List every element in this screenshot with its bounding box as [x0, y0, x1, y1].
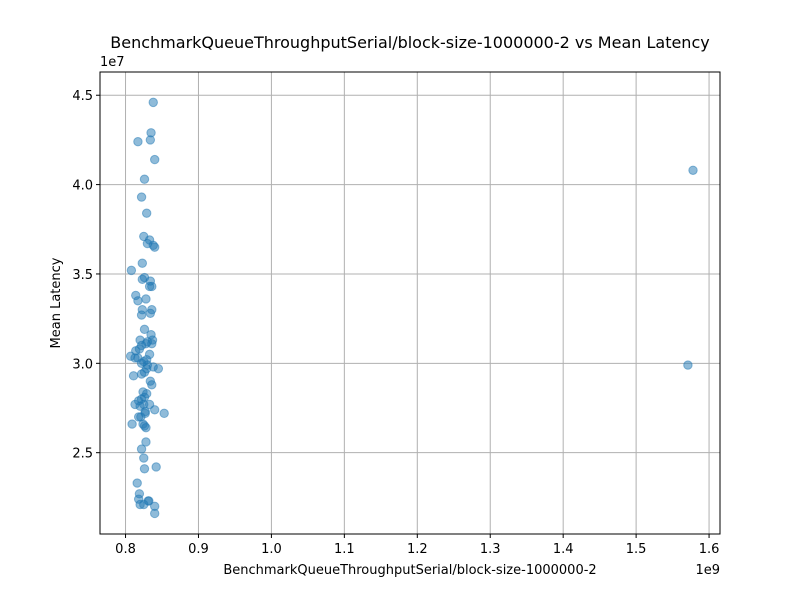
y-tick-label: 3.5 [72, 268, 93, 283]
data-point [141, 208, 152, 218]
y-axis-label: Mean Latency [49, 257, 64, 348]
data-point [148, 97, 158, 108]
data-point [153, 363, 164, 374]
data-point [136, 192, 147, 202]
x-tick-label: 1.1 [334, 542, 355, 557]
data-point [132, 478, 142, 488]
x-tick-label: 0.9 [188, 542, 209, 557]
x-tick-label: 1.3 [480, 542, 501, 557]
x-axis-ticks: 0.8 0.9 1.0 1.1 1.2 1.3 1.4 1.5 1.6 [115, 534, 719, 557]
x-tick-label: 1.5 [626, 542, 647, 557]
chart-title: BenchmarkQueueThroughputSerial/block-siz… [110, 33, 709, 52]
data-point [139, 174, 150, 184]
x-tick-label: 1.2 [407, 542, 428, 557]
data-point [141, 437, 151, 447]
data-point [133, 412, 144, 422]
data-point [139, 499, 149, 510]
data-point [150, 154, 160, 165]
data-point [133, 296, 143, 306]
data-point [139, 464, 150, 474]
data-point [127, 419, 137, 429]
data-point [688, 165, 698, 175]
data-point [133, 137, 143, 147]
x-tick-label: 1.4 [553, 542, 574, 557]
data-point [150, 405, 160, 415]
x-tick-label: 1.6 [699, 542, 720, 557]
data-point [137, 258, 148, 268]
x-tick-label: 0.8 [115, 542, 136, 557]
y-tick-label: 4.0 [72, 179, 93, 194]
data-point [683, 360, 693, 370]
x-tick-label: 1.0 [261, 542, 282, 557]
data-point [139, 367, 150, 377]
data-point [145, 135, 156, 145]
data-point [150, 508, 160, 519]
data-point [151, 462, 161, 472]
data-point [136, 310, 147, 320]
data-point [159, 408, 169, 419]
data-point [144, 281, 155, 292]
data-point [145, 308, 156, 318]
data-point [141, 422, 151, 433]
y-tick-label: 2.5 [72, 447, 93, 462]
data-point [126, 265, 137, 276]
data-point [139, 453, 149, 463]
y-axis-ticks: 2.5 3.0 3.5 4.0 4.5 [72, 89, 100, 462]
plot-frame [99, 71, 721, 535]
data-point [128, 371, 139, 381]
data-point [137, 274, 148, 285]
data-point [141, 294, 151, 304]
data-point [136, 444, 147, 454]
data-points [125, 97, 698, 519]
data-point [139, 324, 150, 335]
x-offset-label: 1e9 [695, 563, 720, 578]
grid-lines [100, 72, 720, 534]
y-offset-label: 1e7 [100, 55, 125, 70]
x-axis-label: BenchmarkQueueThroughputSerial/block-siz… [223, 563, 596, 578]
y-tick-label: 4.5 [72, 89, 93, 104]
data-point [147, 380, 157, 390]
data-point [150, 242, 160, 252]
y-tick-label: 3.0 [72, 357, 93, 372]
